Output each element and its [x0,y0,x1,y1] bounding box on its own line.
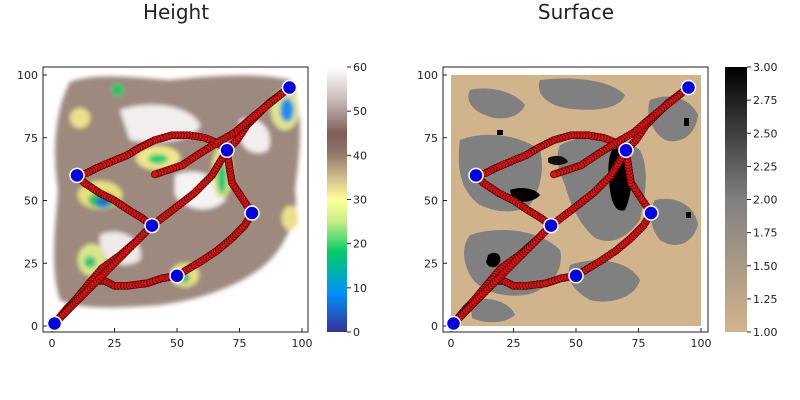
surface-colorbar [725,67,747,332]
surface-gray-region-8 [650,198,698,245]
colorbar-tick-label: 1.25 [753,293,778,306]
height-axis-ticks: 0 25 50 75 100 0 25 50 75 100 [17,69,313,350]
y-tick-label: 50 [24,195,38,208]
y-tick-label: 100 [417,69,438,82]
colorbar-tick-label: 2.50 [753,127,778,140]
colorbar-tick-label: 2.75 [753,94,778,107]
x-tick-label: 75 [233,337,247,350]
waypoint-marker [46,315,63,332]
colorbar-tick-label: 1.75 [753,227,778,240]
surface-waypoints [445,79,697,332]
surface-black-region-2 [510,187,540,202]
waypoint-marker [244,205,260,221]
surface-gray-region-2 [538,78,625,110]
waypoint-marker [69,167,85,184]
height-colorbar-ticks: 0 10 20 30 40 50 60 [347,61,367,339]
surface-gray-region-1 [468,88,525,119]
height-path [50,83,294,328]
surface-black-region-3 [486,252,501,268]
x-tick-label: 100 [691,337,712,350]
colorbar-tick-label: 50 [353,105,367,118]
waypoint-marker [568,268,584,284]
path-marker [151,170,159,179]
colorbar-tick-label: 10 [353,282,367,295]
colorbar-tick-label: 3.00 [753,61,778,74]
surface-black-speck-1 [497,130,503,135]
height-blob-green-5 [84,256,96,268]
y-tick-label: 0 [31,320,38,333]
surface-black-speck-2 [684,118,689,126]
waypoint-marker [468,167,484,184]
colorbar-tick-label: 40 [353,149,367,162]
colorbar-tick-label: 0 [353,326,360,339]
height-panel: Height [17,0,367,350]
height-waypoints [46,79,298,332]
x-tick-label: 0 [448,337,455,350]
colorbar-tick-label: 20 [353,238,367,251]
height-plot-frame [42,66,309,333]
colorbar-tick-label: 2.00 [753,194,778,207]
colorbar-tick-label: 1.50 [753,260,778,273]
waypoint-marker [680,79,697,96]
y-tick-label: 0 [431,320,438,333]
waypoint-marker [219,142,235,159]
path-marker [550,170,558,179]
height-blob-yellow-6 [282,206,298,230]
height-blob-blue-2 [280,98,294,122]
x-tick-label: 75 [632,337,646,350]
waypoint-marker [543,217,559,234]
y-tick-label: 75 [424,132,438,145]
colorbar-tick-label: 2.25 [753,160,778,173]
y-tick-label: 100 [17,69,38,82]
height-blob-green-4 [112,84,124,96]
height-colorbar [327,67,347,332]
height-blob-green-2 [148,154,168,164]
colorbar-tick-label: 1.00 [753,326,778,339]
height-title: Height [143,0,209,24]
y-tick-label: 25 [424,257,438,270]
x-tick-label: 50 [170,337,184,350]
y-tick-label: 75 [24,132,38,145]
surface-black-region-4 [548,155,568,165]
waypoint-marker [618,142,634,159]
surface-colorbar-ticks: 1.00 1.25 1.50 1.75 2.00 2.25 2.50 2.75 3.00 [747,61,778,339]
colorbar-tick-label: 60 [353,61,367,74]
waypoint-marker [144,217,160,234]
x-tick-label: 0 [49,337,56,350]
y-tick-label: 25 [24,257,38,270]
surface-gray-region-9 [470,298,515,323]
surface-title: Surface [538,0,614,24]
x-tick-label: 100 [292,337,313,350]
height-blob-yellow-7 [70,108,90,128]
waypoint-marker [281,79,298,96]
surface-axis-ticks: 0 25 50 75 100 0 25 50 75 100 [417,69,712,350]
waypoint-marker [643,205,659,221]
surface-black-speck-3 [686,212,691,218]
y-tick-label: 50 [424,195,438,208]
waypoint-marker [169,268,185,284]
x-tick-label: 25 [108,337,122,350]
x-tick-label: 50 [569,337,583,350]
height-blob-light-3 [100,231,141,265]
waypoint-marker [445,315,462,332]
x-tick-label: 25 [507,337,521,350]
colorbar-tick-label: 30 [353,194,367,207]
